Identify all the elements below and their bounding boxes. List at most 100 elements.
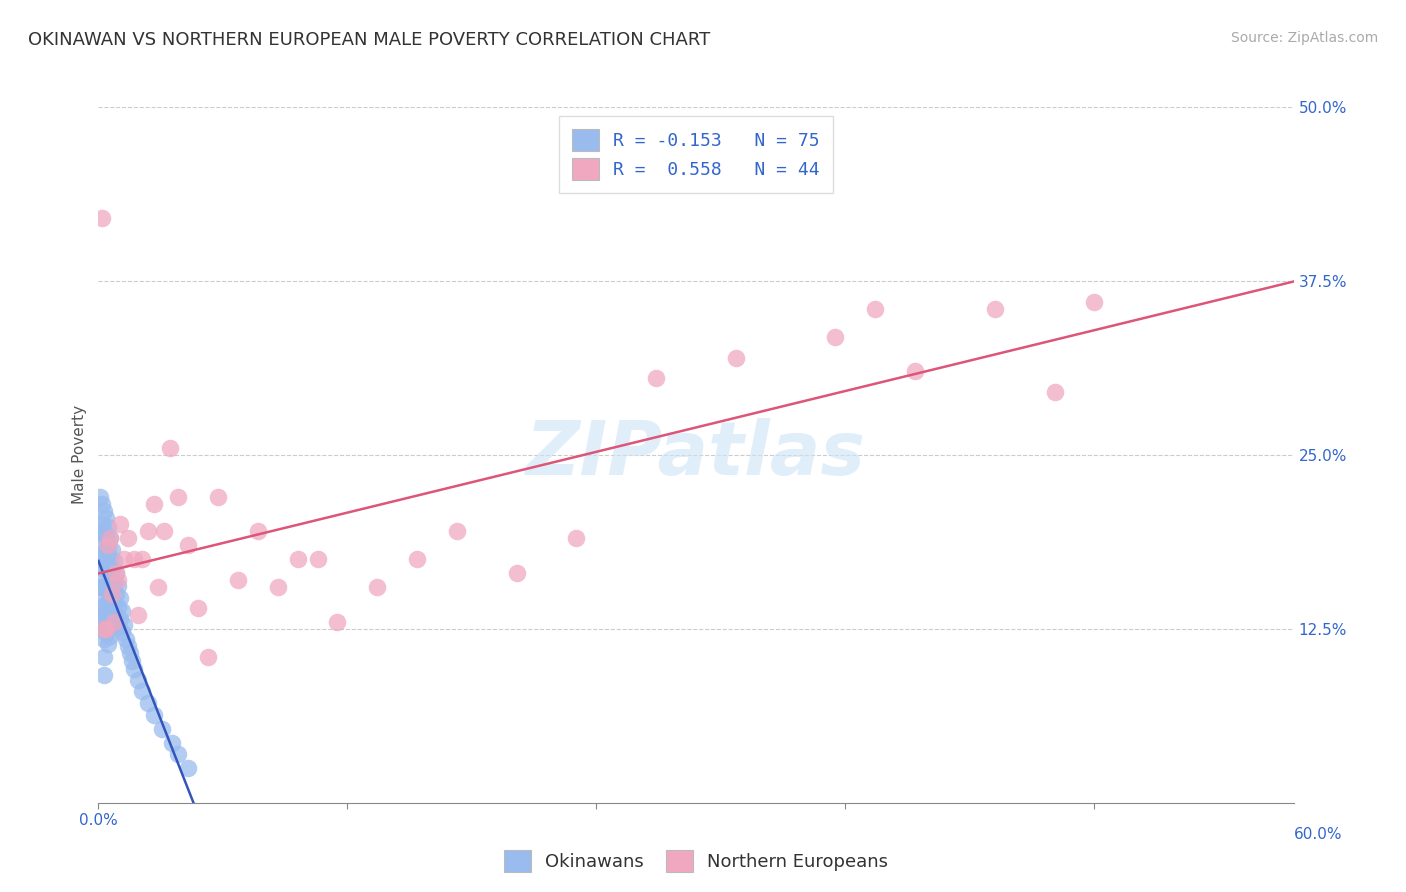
Point	[105, 587, 128, 601]
Point	[96, 570, 118, 584]
Point	[97, 637, 120, 651]
Point	[101, 620, 124, 634]
Point	[97, 520, 120, 534]
Point	[143, 497, 166, 511]
Point	[153, 524, 176, 539]
Point	[96, 626, 118, 640]
Point	[93, 562, 115, 576]
Y-axis label: Male Poverty: Male Poverty	[72, 405, 87, 505]
Point	[93, 503, 115, 517]
Point	[93, 580, 115, 594]
Point	[96, 510, 118, 524]
Point	[136, 696, 159, 710]
Text: Source: ZipAtlas.com: Source: ZipAtlas.com	[1230, 31, 1378, 45]
Text: 60.0%: 60.0%	[1294, 827, 1341, 841]
Point	[117, 639, 139, 653]
Point	[96, 607, 118, 622]
Point	[115, 632, 138, 646]
Point	[100, 609, 122, 624]
Point	[167, 490, 190, 504]
Point	[93, 622, 115, 636]
Point	[207, 490, 229, 504]
Point	[96, 552, 118, 566]
Point	[89, 552, 111, 566]
Legend: Okinawans, Northern Europeans: Okinawans, Northern Europeans	[491, 837, 901, 884]
Text: ZIPatlas: ZIPatlas	[526, 418, 866, 491]
Point	[93, 649, 115, 664]
Point	[267, 580, 290, 594]
Point	[366, 580, 388, 594]
Point	[97, 541, 120, 556]
Point	[107, 573, 129, 587]
Point	[93, 545, 115, 559]
Point	[105, 566, 128, 581]
Point	[111, 624, 134, 639]
Point	[127, 673, 149, 688]
Point	[89, 607, 111, 622]
Point	[101, 562, 124, 576]
Point	[136, 524, 159, 539]
Point	[127, 607, 149, 622]
Point	[91, 538, 114, 552]
Point	[96, 590, 118, 604]
Point	[93, 632, 115, 646]
Point	[246, 524, 269, 539]
Point	[105, 566, 128, 581]
Point	[100, 590, 122, 604]
Point	[177, 761, 200, 775]
Point	[93, 615, 115, 629]
Point	[565, 532, 588, 546]
Point	[107, 620, 129, 634]
Point	[107, 599, 129, 614]
Point	[110, 517, 132, 532]
Point	[117, 532, 139, 546]
Point	[100, 532, 122, 546]
Point	[226, 573, 249, 587]
Point	[103, 554, 125, 568]
Point	[89, 580, 111, 594]
Point	[100, 570, 122, 584]
Point	[177, 538, 200, 552]
Point	[124, 662, 146, 676]
Point	[150, 722, 173, 736]
Point	[97, 538, 120, 552]
Point	[863, 301, 887, 316]
Point	[131, 684, 153, 698]
Point	[984, 301, 1007, 316]
Point	[446, 524, 468, 539]
Point	[160, 736, 183, 750]
Point	[506, 566, 529, 581]
Point	[824, 329, 846, 343]
Point	[645, 371, 668, 385]
Point	[287, 552, 309, 566]
Point	[107, 579, 129, 593]
Point	[1083, 294, 1105, 309]
Point	[187, 601, 209, 615]
Point	[97, 580, 120, 594]
Point	[103, 615, 125, 629]
Point	[101, 542, 124, 557]
Point	[101, 582, 124, 596]
Point	[91, 580, 114, 594]
Point	[131, 552, 153, 566]
Point	[110, 612, 132, 626]
Point	[105, 607, 128, 622]
Point	[93, 524, 115, 539]
Point	[121, 654, 143, 668]
Point	[110, 591, 132, 606]
Point	[97, 562, 120, 576]
Point	[326, 615, 349, 629]
Point	[93, 598, 115, 612]
Point	[100, 532, 122, 546]
Point	[120, 646, 142, 660]
Point	[91, 622, 114, 636]
Point	[91, 497, 114, 511]
Point	[89, 524, 111, 539]
Point	[91, 517, 114, 532]
Point	[103, 595, 125, 609]
Point	[91, 601, 114, 615]
Point	[101, 587, 124, 601]
Point	[89, 490, 111, 504]
Point	[100, 629, 122, 643]
Point	[112, 552, 135, 566]
